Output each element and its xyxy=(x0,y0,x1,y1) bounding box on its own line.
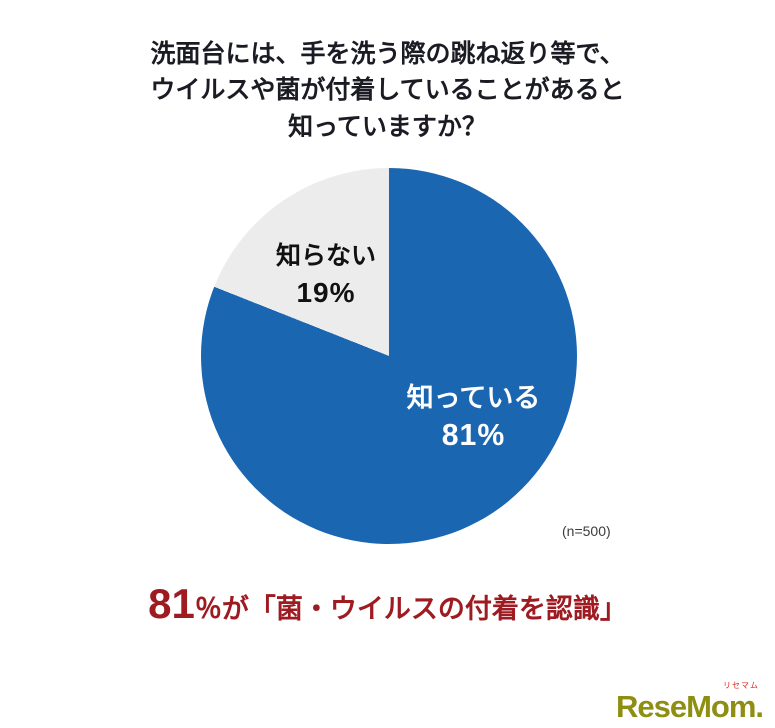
chart-title-line1: 洗面台には、手を洗う際の跳ね返り等で、 xyxy=(150,40,625,68)
resemom-logo-text: ReseMom. xyxy=(615,689,764,724)
chart-title: 洗面台には、手を洗う際の跳ね返り等で、 ウイルスや菌が付着していることがあると … xyxy=(0,36,775,145)
pie-chart: 知らない 19% 知っている 81% xyxy=(201,168,577,544)
slice-label-know: 知っている 81% xyxy=(381,380,566,457)
resemom-logo-ruby: リセマム xyxy=(723,681,759,690)
chart-title-line2: ウイルスや菌が付着していることがあると xyxy=(150,76,625,105)
slice-label-dont-know: 知らない 19% xyxy=(241,240,411,312)
slice-value-know: 81% xyxy=(441,419,506,453)
slice-label-know-text: 知っている xyxy=(406,383,541,413)
resemom-logo: リセマム ReseMom. xyxy=(615,681,764,724)
sample-size-note: (n=500) xyxy=(562,523,611,539)
summary-caption-text: ％が「菌・ウイルスの付着を認識」 xyxy=(194,594,627,624)
summary-caption-number: 81 xyxy=(148,580,195,627)
summary-caption: 81％が「菌・ウイルスの付着を認識」 xyxy=(0,580,775,628)
pie xyxy=(201,168,577,544)
chart-title-line3: 知っていますか？ xyxy=(288,112,487,141)
slice-value-dont-know: 19% xyxy=(296,276,356,308)
slice-label-dont-know-text: 知らない xyxy=(275,242,376,270)
